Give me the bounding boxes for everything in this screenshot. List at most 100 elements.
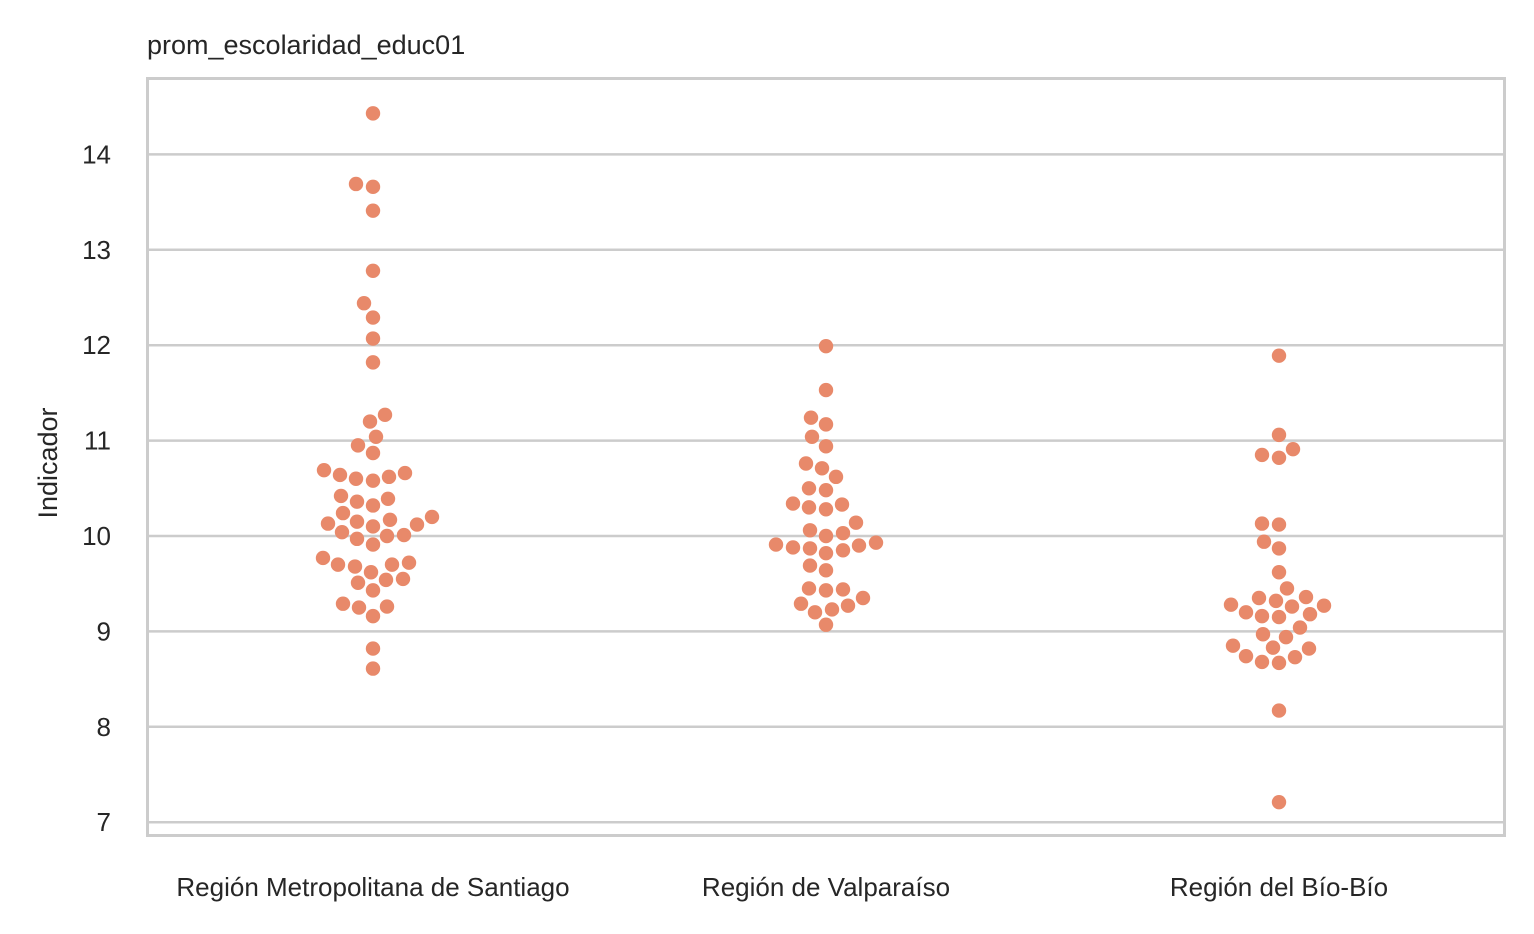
data-points [315, 106, 1332, 810]
y-tick-label: 10 [82, 521, 111, 551]
data-point [335, 505, 351, 521]
data-point [834, 497, 850, 512]
data-point [397, 465, 413, 481]
data-point [1285, 441, 1301, 457]
data-point [349, 514, 365, 529]
data-point [347, 559, 363, 574]
data-point [1271, 794, 1287, 810]
y-tick-label: 13 [82, 235, 111, 265]
data-point [804, 429, 820, 444]
data-point [351, 600, 367, 615]
data-point [365, 355, 381, 370]
data-point [1271, 565, 1287, 580]
data-point [333, 488, 349, 504]
data-point [365, 203, 381, 218]
plot-frame [146, 77, 1506, 837]
chart-title: prom_escolaridad_educ01 [147, 30, 465, 60]
data-point [379, 599, 395, 614]
data-point [332, 467, 348, 483]
data-point [1251, 590, 1267, 606]
data-point [855, 590, 871, 606]
data-point [1268, 593, 1284, 609]
data-point [356, 296, 372, 311]
data-point [365, 310, 381, 325]
y-tick-label: 9 [97, 616, 111, 646]
data-point [365, 537, 381, 552]
data-point [818, 545, 834, 561]
data-point [395, 571, 411, 587]
data-point [382, 512, 398, 527]
data-point [365, 661, 381, 676]
data-point [350, 575, 366, 590]
data-point [801, 500, 817, 515]
data-point [1279, 581, 1295, 596]
data-point [818, 417, 834, 432]
data-point [348, 176, 364, 192]
y-tick-label: 12 [82, 330, 111, 360]
data-point [1265, 640, 1281, 655]
data-point [802, 541, 818, 556]
data-point [824, 602, 840, 617]
data-point [362, 414, 378, 429]
data-point [798, 456, 814, 471]
data-point [818, 483, 834, 498]
data-point [848, 515, 864, 530]
data-point [1271, 348, 1287, 363]
data-point [384, 557, 400, 572]
data-point [818, 528, 834, 544]
data-point [1292, 620, 1308, 635]
data-point [818, 382, 834, 398]
x-tick-label: Región del Bío-Bío [1170, 872, 1388, 902]
data-point [334, 524, 350, 540]
data-point [381, 469, 397, 485]
data-point [807, 605, 823, 620]
data-point [365, 179, 381, 195]
data-point [828, 469, 844, 485]
data-point [401, 555, 417, 570]
data-point [1254, 516, 1270, 531]
data-point [320, 516, 336, 531]
data-point [868, 535, 884, 550]
data-point [1254, 654, 1270, 670]
data-point [365, 106, 381, 121]
data-point [409, 517, 425, 532]
data-point [1238, 649, 1254, 664]
data-point [851, 538, 867, 553]
x-tick-label: Región Metropolitana de Santiago [176, 872, 569, 902]
data-point [330, 557, 346, 572]
data-point [1254, 608, 1270, 624]
y-tick-labels: 7 8 9 10 11 12 13 14 [82, 139, 111, 837]
data-point [1284, 599, 1300, 614]
data-point [802, 523, 818, 538]
data-point [835, 582, 851, 597]
data-point [365, 641, 381, 656]
data-point [1287, 649, 1303, 665]
data-point [802, 558, 818, 573]
data-point [350, 438, 366, 453]
y-tick-label: 8 [97, 712, 111, 742]
data-point [335, 596, 351, 611]
data-point [377, 407, 393, 423]
data-point [365, 608, 381, 624]
data-point [1271, 609, 1287, 625]
y-tick-label: 14 [82, 139, 111, 169]
y-tick-label: 7 [97, 807, 111, 837]
data-point [818, 502, 834, 517]
data-point [1301, 641, 1317, 656]
data-point [1271, 655, 1287, 671]
data-point [1254, 447, 1270, 463]
data-point [316, 462, 332, 478]
data-point [349, 494, 365, 509]
data-point [785, 540, 801, 555]
data-point [1256, 534, 1272, 549]
data-point [365, 498, 381, 513]
data-point [349, 531, 365, 547]
data-point [1271, 703, 1287, 718]
data-point [801, 581, 817, 596]
data-point [365, 583, 381, 598]
data-point [424, 509, 440, 525]
data-point [814, 461, 830, 476]
data-point [1302, 607, 1318, 622]
data-point [363, 565, 379, 580]
